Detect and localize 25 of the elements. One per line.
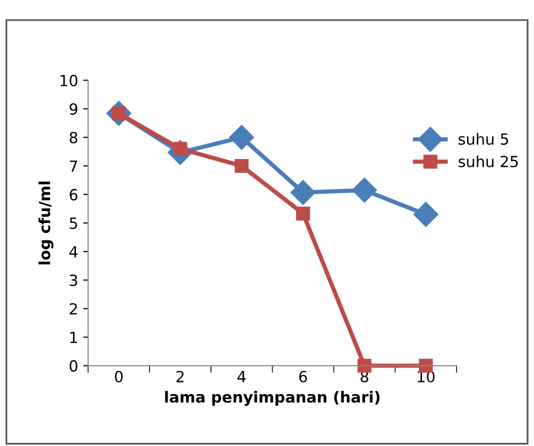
point <box>413 202 438 227</box>
legend-label: suhu 5 <box>458 133 508 145</box>
y-tick-label: 3 <box>70 274 78 286</box>
point <box>229 124 254 150</box>
x-tick-label: 6 <box>299 370 307 382</box>
legend-label: suhu 25 <box>458 155 518 168</box>
point <box>352 178 377 203</box>
point <box>234 158 249 173</box>
y-axis-title: log cfu/ml <box>38 182 54 264</box>
y-tick-label: 9 <box>70 103 78 115</box>
y-tick-label: 5 <box>70 218 78 230</box>
x-tick-label: 4 <box>238 371 246 382</box>
y-tick-label: 1 <box>70 332 77 343</box>
point <box>290 180 316 205</box>
point <box>296 206 310 221</box>
y-tick-label: 7 <box>70 160 78 172</box>
x-tick-label: 2 <box>176 370 184 382</box>
x-tick-label: 0 <box>114 370 123 382</box>
y-tick-label: 8 <box>70 132 78 144</box>
y-tick-label: 0 <box>70 360 78 372</box>
y-tick-label: 4 <box>69 246 78 258</box>
y-tick-label: 10 <box>60 74 78 86</box>
x-axis-title: lama penyimpanan (hari) <box>165 390 380 406</box>
y-tick-label: 6 <box>70 188 78 200</box>
y-tick-label: 2 <box>70 303 77 314</box>
